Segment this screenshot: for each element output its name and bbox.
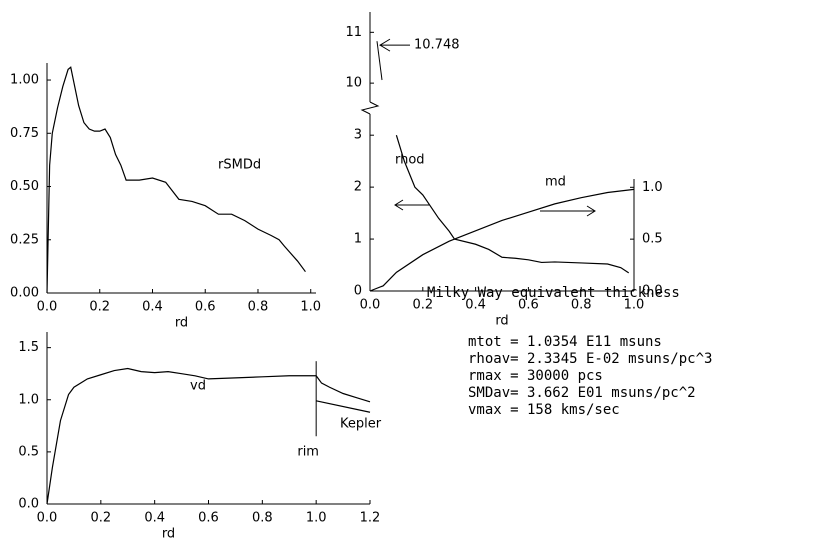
x-axis-label: rd bbox=[175, 316, 188, 331]
y-tick-label: 10 bbox=[345, 76, 362, 91]
panel-line: mtot = 1.0354 E11 msuns bbox=[468, 334, 662, 350]
y-tick-label: 0.25 bbox=[10, 232, 39, 247]
y-tick-label: 0.00 bbox=[10, 286, 39, 301]
panel-title: Milky Way equivalent thickness bbox=[427, 285, 680, 301]
series-label: md bbox=[545, 175, 566, 190]
x-tick-label: 1.0 bbox=[306, 511, 327, 526]
panel-line: rhoav= 2.3345 E-02 msuns/pc^3 bbox=[468, 351, 712, 367]
y-tick-label: 1 bbox=[354, 232, 362, 247]
x-tick-label: 0.2 bbox=[90, 511, 111, 526]
series-label: vd bbox=[190, 379, 206, 394]
series-line bbox=[46, 367, 371, 505]
series-line bbox=[395, 135, 630, 274]
series-label: rSMDd bbox=[218, 158, 261, 173]
series-line bbox=[46, 66, 306, 294]
x-tick-label: 0.8 bbox=[252, 511, 273, 526]
x-tick-label: 0.8 bbox=[248, 300, 269, 315]
x-tick-label: 0.4 bbox=[144, 511, 165, 526]
arrow bbox=[394, 199, 430, 211]
x-tick-label: 0.6 bbox=[198, 511, 219, 526]
series-line bbox=[316, 400, 371, 413]
y-tick-label: 1.0 bbox=[18, 392, 39, 407]
x-tick-label: 0.6 bbox=[195, 300, 216, 315]
y-tick-label: 1.5 bbox=[18, 340, 39, 355]
x-tick-label: 0.4 bbox=[142, 300, 163, 315]
rim-label: rim bbox=[297, 444, 319, 459]
annotation-stroke bbox=[376, 41, 383, 81]
y-tick-label: 0 bbox=[354, 284, 362, 299]
y-tick-label: 0.0 bbox=[18, 497, 39, 512]
x-tick-label: 0.2 bbox=[412, 298, 433, 313]
x-tick-label: 1.0 bbox=[300, 300, 321, 315]
annotation-arrow bbox=[379, 38, 410, 52]
x-axis-label: rd bbox=[495, 314, 508, 329]
y2-tick-label: 1.0 bbox=[642, 180, 663, 195]
x-tick-label: 0.8 bbox=[571, 298, 592, 313]
x-tick-label: 0.0 bbox=[37, 511, 58, 526]
panel-line: rmax = 30000 pcs bbox=[468, 368, 603, 384]
y2-tick-label: 0.5 bbox=[642, 232, 663, 247]
x-tick-label: 0.0 bbox=[360, 298, 381, 313]
y-tick-label: 3 bbox=[354, 128, 362, 143]
x-tick-label: 0.6 bbox=[518, 298, 539, 313]
panel-line: vmax = 158 kms/sec bbox=[468, 402, 620, 418]
y-tick-label: 2 bbox=[354, 180, 362, 195]
y2-tick-label: 0.0 bbox=[642, 284, 663, 299]
series-label: Kepler bbox=[340, 417, 382, 432]
x-tick-label: 0.0 bbox=[37, 300, 58, 315]
y-tick-label: 0.75 bbox=[10, 126, 39, 141]
series-label: rhod bbox=[395, 153, 425, 168]
y-tick-label: 11 bbox=[345, 25, 362, 40]
panel-line: SMDav= 3.662 E01 msuns/pc^2 bbox=[468, 385, 696, 401]
y-tick-label: 0.5 bbox=[18, 444, 39, 459]
x-tick-label: 1.2 bbox=[360, 511, 381, 526]
x-tick-label: 0.4 bbox=[465, 298, 486, 313]
annotation-label: 10.748 bbox=[414, 38, 460, 53]
y-tick-label: 1.00 bbox=[10, 73, 39, 88]
arrow bbox=[540, 205, 596, 217]
series-line bbox=[369, 188, 635, 292]
x-tick-label: 1.0 bbox=[624, 298, 645, 313]
axis-break bbox=[360, 101, 380, 115]
x-tick-label: 0.2 bbox=[89, 300, 110, 315]
x-axis-label: rd bbox=[162, 527, 175, 542]
y-tick-label: 0.50 bbox=[10, 179, 39, 194]
